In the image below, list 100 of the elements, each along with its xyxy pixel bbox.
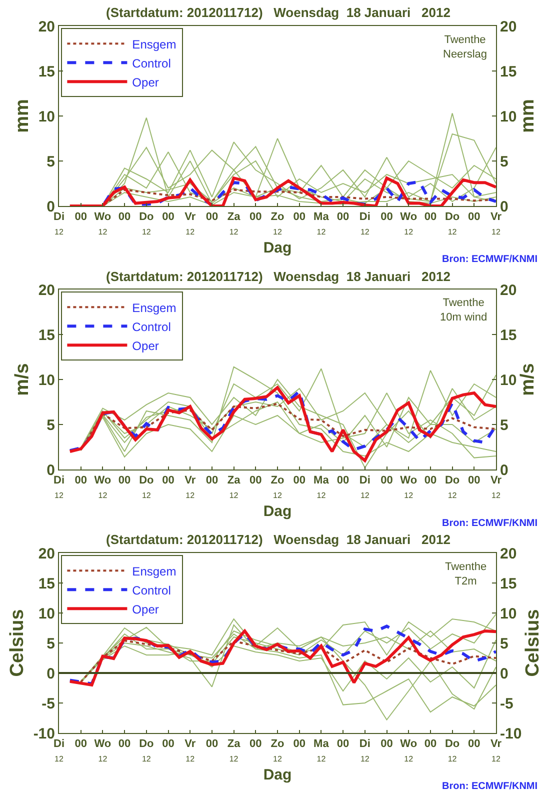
x-tick-label: 00 — [118, 738, 131, 750]
x-tick-label: Zo 12 — [270, 474, 284, 500]
x-tick-label: Wo 12 — [94, 474, 112, 500]
x-tick-label: Vr 12 — [184, 738, 196, 764]
x-tick-label: Vr 12 — [490, 211, 502, 236]
x-tick-label: 00 — [380, 474, 393, 487]
y-tick-label: 10 — [38, 108, 55, 126]
y-tick-label: -10 — [33, 725, 55, 742]
x-tick-label: Za 12 — [227, 738, 242, 764]
y2-tick-label: 5 — [500, 416, 508, 434]
y2-tick-label: -10 — [500, 725, 522, 742]
x-tick-label: Wo 12 — [400, 738, 418, 764]
x-axis-title: Dag — [263, 766, 292, 784]
legend-label: Ensgem — [132, 37, 176, 52]
annotation: Twenthe Neerslag — [443, 34, 488, 60]
x-tick-label: 00 — [468, 211, 480, 224]
x-tick-label: Wo 12 — [400, 211, 418, 236]
x-tick-label: 00 — [250, 738, 262, 750]
x-tick-label: 00 — [468, 738, 480, 750]
y-tick-label: -5 — [42, 695, 55, 712]
x-tick-label: Do 12 — [139, 474, 154, 500]
legend-label: Ensgem — [132, 300, 176, 315]
y2-tick-label: -5 — [500, 695, 514, 712]
y-tick-label: 5 — [46, 416, 55, 434]
y2-tick-label: 0 — [500, 462, 508, 479]
y-axis-title: m/s — [12, 363, 34, 396]
x-tick-label: Ma 12 — [314, 738, 330, 764]
x-axis-title: Dag — [263, 503, 292, 520]
x-tick-label: Za 12 — [227, 211, 242, 236]
x-tick-label: Di 12 — [359, 474, 370, 500]
chart-title: (Startdatum: 2012011712) Woensdag 18 Januari 2012 — [106, 269, 450, 284]
y2-axis-title: m/s — [517, 363, 538, 396]
x-tick-label: Zo 12 — [270, 738, 284, 764]
x-tick-label: Ma 12 — [314, 474, 330, 500]
x-tick-label: 00 — [424, 738, 437, 750]
x-tick-label: 00 — [162, 474, 174, 487]
legend-label: Control — [132, 56, 171, 70]
y-axis-title: mm — [12, 99, 34, 133]
x-tick-label: 00 — [424, 211, 437, 224]
chart-title: (Startdatum: 2012011712) Woensdag 18 Januari 2012 — [106, 5, 450, 20]
y2-tick-label: 20 — [500, 282, 517, 299]
text: Bron: ECMWF/KNMI — [442, 518, 538, 529]
y-tick-label: 20 — [38, 18, 55, 36]
x-tick-label: Wo 12 — [400, 474, 418, 500]
x-tick-label: 00 — [206, 211, 218, 224]
x-tick-label: Vr 12 — [184, 474, 196, 500]
y2-tick-label: 15 — [500, 575, 517, 592]
annotation: Twenthe T2m — [445, 561, 487, 588]
x-tick-label: Za 12 — [227, 474, 242, 500]
y-tick-label: 10 — [38, 605, 55, 622]
x-tick-label: Di 12 — [54, 738, 64, 764]
legend-label: Control — [132, 583, 171, 598]
text: Bron: ECMWF/KNMI — [442, 781, 538, 792]
x-tick-label: Do 12 — [444, 474, 460, 500]
x-tick-label: 00 — [336, 738, 350, 750]
y2-tick-label: 15 — [500, 326, 517, 344]
x-tick-label: 00 — [250, 474, 262, 487]
y-tick-label: 5 — [46, 635, 55, 652]
x-tick-label: Di 12 — [359, 738, 370, 764]
x-tick-label: Ma 12 — [314, 211, 330, 236]
x-tick-label: 00 — [74, 738, 87, 750]
x-tick-label: Wo 12 — [94, 211, 112, 236]
x-tick-label: 00 — [424, 474, 437, 487]
x-tick-label: 00 — [206, 738, 218, 750]
y-tick-label: 20 — [38, 282, 55, 299]
legend-label: Oper — [132, 75, 159, 90]
x-tick-label: Di 12 — [54, 474, 64, 500]
x-tick-label: Do 12 — [139, 211, 154, 236]
x-tick-label: Di 12 — [54, 211, 64, 236]
y2-tick-label: 15 — [500, 63, 517, 80]
x-tick-label: 00 — [336, 474, 350, 487]
legend-label: Oper — [132, 338, 159, 353]
x-tick-label: 00 — [162, 738, 174, 750]
y2-tick-label: 10 — [500, 108, 517, 126]
x-tick-label: 00 — [162, 211, 174, 224]
y-tick-label: 0 — [46, 198, 55, 216]
x-tick-label: 00 — [293, 211, 306, 224]
x-tick-label: 00 — [206, 474, 218, 487]
y2-axis-title: Celsius — [522, 609, 544, 677]
y2-axis-title: mm — [517, 99, 538, 133]
x-tick-label: Di 12 — [359, 211, 370, 236]
y-tick-label: 15 — [38, 326, 55, 344]
x-tick-label: 00 — [74, 474, 87, 487]
x-tick-label: 00 — [118, 474, 131, 487]
legend-label: Control — [132, 320, 171, 334]
x-tick-label: Do 12 — [139, 738, 154, 764]
y-tick-label: 15 — [38, 575, 55, 592]
y2-tick-label: 0 — [500, 665, 508, 682]
x-tick-label: 00 — [380, 211, 393, 224]
y-tick-label: 20 — [38, 545, 55, 562]
x-tick-label: Wo 12 — [94, 738, 112, 764]
x-tick-label: 00 — [250, 211, 262, 224]
y-tick-label: 0 — [46, 665, 55, 682]
x-tick-label: 00 — [293, 474, 306, 487]
x-tick-label: 00 — [380, 738, 393, 750]
y2-tick-label: 0 — [500, 198, 508, 216]
x-tick-label: Vr 12 — [490, 738, 502, 764]
y-axis-title: Celsius — [7, 609, 28, 677]
legend-label: Oper — [132, 602, 159, 616]
y2-tick-label: 10 — [500, 605, 517, 622]
